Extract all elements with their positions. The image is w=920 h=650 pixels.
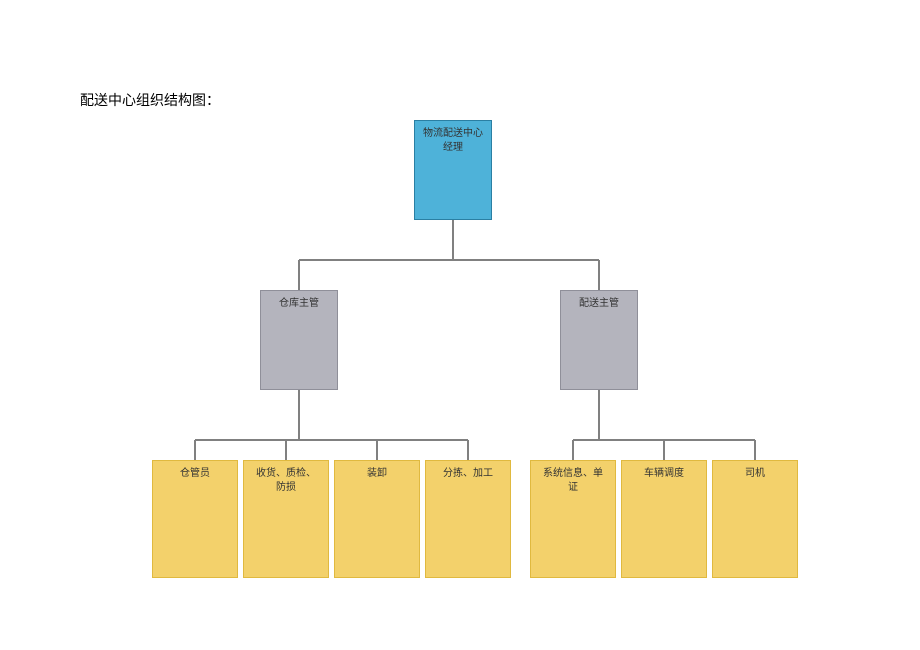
- node-leaf-sorting: 分拣、加工: [425, 460, 511, 578]
- node-delivery-mgr: 配送主管: [560, 290, 638, 390]
- node-leaf-sysinfo: 系统信息、单 证: [530, 460, 616, 578]
- node-leaf-storekeeper: 仓管员: [152, 460, 238, 578]
- node-warehouse-mgr: 仓库主管: [260, 290, 338, 390]
- node-root: 物流配送中心 经理: [414, 120, 492, 220]
- node-leaf-dispatch: 车辆调度: [621, 460, 707, 578]
- chart-title: 配送中心组织结构图：: [80, 90, 220, 110]
- node-leaf-receiving: 收货、质检、 防损: [243, 460, 329, 578]
- node-leaf-loading: 装卸: [334, 460, 420, 578]
- org-chart: 配送中心组织结构图： 物流配送中心 经理 仓库主管 配送主管 仓管员 收货、质检…: [0, 0, 920, 650]
- node-leaf-driver: 司机: [712, 460, 798, 578]
